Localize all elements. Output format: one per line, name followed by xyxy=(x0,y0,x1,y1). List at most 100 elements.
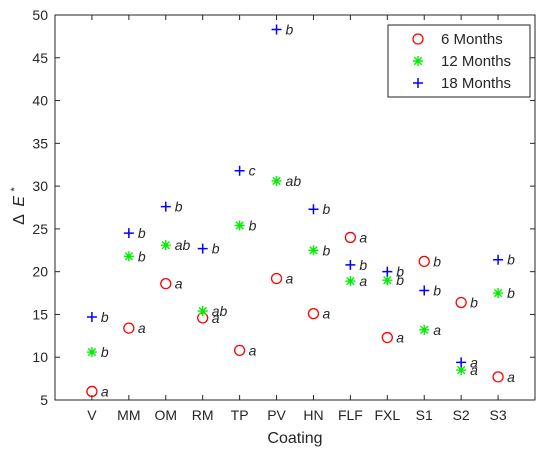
y-axis-label-sup: * xyxy=(9,186,21,191)
data-point xyxy=(160,277,172,290)
data-label: b xyxy=(507,285,515,301)
x-tick-label: S2 xyxy=(453,407,470,423)
data-label: a xyxy=(322,306,330,322)
data-point xyxy=(418,255,430,268)
marker-circle xyxy=(418,255,430,268)
y-axis-label: Δ E * xyxy=(9,186,28,224)
marker-asterisk xyxy=(308,245,319,256)
marker-asterisk xyxy=(123,251,134,262)
legend: 6 Months 12 Months 18 Months xyxy=(387,24,531,98)
data-label: ab xyxy=(175,237,191,253)
data-label: b xyxy=(322,201,330,217)
marker-asterisk xyxy=(413,56,423,66)
data-label: b xyxy=(138,248,146,264)
marker-plus xyxy=(160,201,171,212)
data-point xyxy=(86,312,97,323)
x-tick-label: OM xyxy=(154,407,177,423)
data-point xyxy=(382,275,393,286)
marker-asterisk xyxy=(234,220,245,231)
marker-circle xyxy=(270,272,283,285)
data-label: a xyxy=(175,276,183,292)
data-label: a xyxy=(507,369,515,385)
data-point xyxy=(455,296,467,309)
marker-plus xyxy=(197,243,208,254)
y-tick-label: 10 xyxy=(32,349,48,365)
data-label: b xyxy=(470,294,478,310)
data-point xyxy=(419,324,430,335)
marker-asterisk xyxy=(493,288,504,299)
marker-circle xyxy=(455,296,467,309)
x-tick-label: RM xyxy=(192,407,214,423)
y-tick-label: 45 xyxy=(32,50,48,66)
data-point xyxy=(123,251,134,262)
data-point xyxy=(271,175,282,186)
data-label: c xyxy=(249,163,256,179)
marker-asterisk xyxy=(345,276,356,287)
data-label: a xyxy=(470,362,478,378)
data-point xyxy=(270,272,283,285)
marker-circle xyxy=(160,277,172,290)
data-point xyxy=(197,306,208,317)
data-label: a xyxy=(212,310,220,326)
data-label: a xyxy=(249,342,257,358)
data-point xyxy=(493,254,504,265)
marker-plus xyxy=(493,254,504,265)
data-label: a xyxy=(286,271,294,287)
data-label: b xyxy=(322,242,330,258)
data-point xyxy=(419,285,430,296)
marker-asterisk xyxy=(86,347,97,358)
marker-plus xyxy=(271,24,282,35)
y-tick-label: 50 xyxy=(32,7,48,23)
x-tick-label: PV xyxy=(267,407,286,423)
data-point xyxy=(345,259,356,270)
marker-circle xyxy=(492,371,504,383)
x-tick-label: S1 xyxy=(416,407,433,423)
data-label: b xyxy=(396,264,404,280)
x-tick-label: MM xyxy=(117,407,140,423)
y-tick-label: 35 xyxy=(32,135,48,151)
data-point xyxy=(382,266,393,277)
legend-marker xyxy=(412,33,424,45)
legend-marker xyxy=(413,78,423,88)
data-point xyxy=(271,24,282,35)
marker-plus xyxy=(308,204,319,215)
data-label: b xyxy=(138,225,146,241)
data-label: a xyxy=(101,383,109,399)
x-tick-label: FXL xyxy=(374,407,400,423)
data-point xyxy=(307,307,320,320)
data-point xyxy=(160,240,171,251)
y-tick-label: 20 xyxy=(32,264,48,280)
marker-asterisk xyxy=(271,175,282,186)
y-tick-label: 40 xyxy=(32,93,48,109)
data-label: b xyxy=(396,272,404,288)
y-tick-label: 15 xyxy=(32,306,48,322)
x-axis-label: Coating xyxy=(267,430,322,447)
data-label: b xyxy=(433,253,441,269)
x-tick-label: V xyxy=(87,407,97,423)
x-tick-label: S3 xyxy=(490,407,507,423)
data-point xyxy=(381,331,393,344)
marker-circle xyxy=(86,385,98,398)
marker-circle xyxy=(344,231,357,244)
marker-plus xyxy=(86,312,97,323)
data-point xyxy=(234,220,245,231)
legend-label: 18 Months xyxy=(441,75,511,92)
y-axis-label-delta: Δ xyxy=(11,214,28,225)
marker-circle xyxy=(381,331,393,344)
legend-box xyxy=(387,24,531,98)
data-point xyxy=(492,371,504,383)
data-point xyxy=(160,201,171,212)
x-tick-label: TP xyxy=(231,407,249,423)
legend-marker xyxy=(413,56,423,66)
marker-plus xyxy=(413,78,423,88)
data-point xyxy=(123,228,134,239)
data-label: a xyxy=(433,322,441,338)
marker-circle xyxy=(412,33,424,45)
data-point xyxy=(234,165,245,176)
data-label: b xyxy=(359,257,367,273)
data-label: a xyxy=(359,273,367,289)
